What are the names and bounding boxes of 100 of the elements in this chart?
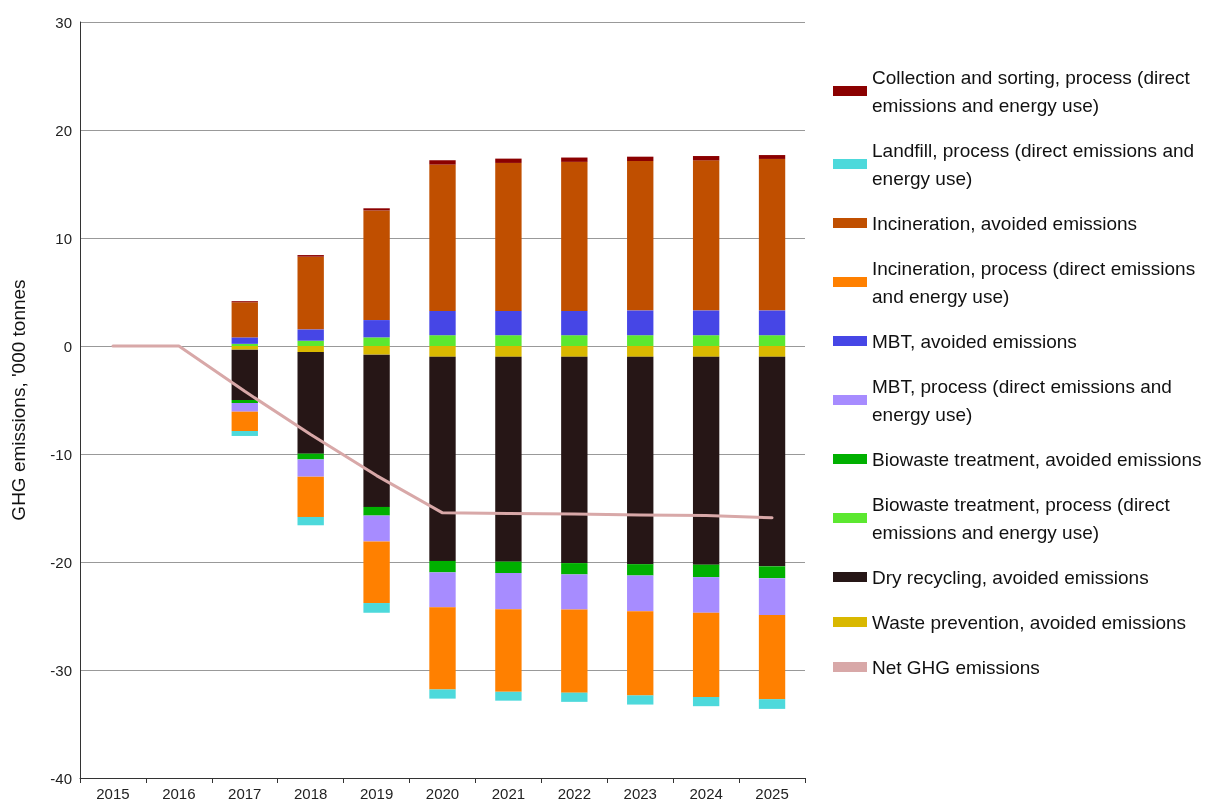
bar — [758, 155, 786, 159]
legend-label: MBT, process (direct emissions and energy use) — [872, 375, 1178, 425]
bar — [363, 506, 390, 516]
bar — [231, 302, 258, 338]
bar — [231, 411, 258, 431]
bar — [561, 157, 588, 162]
x-tick-label: 2025 — [755, 785, 789, 802]
bar — [363, 346, 390, 355]
line-series — [111, 344, 774, 520]
bar — [758, 699, 786, 709]
bar — [758, 356, 786, 567]
bar — [363, 337, 390, 346]
bar — [758, 310, 786, 336]
bar — [758, 566, 786, 579]
bar — [627, 564, 654, 576]
bar — [231, 400, 258, 404]
bar — [758, 335, 786, 346]
bar — [758, 578, 786, 615]
bar — [363, 320, 390, 338]
bar — [297, 346, 324, 353]
bar — [429, 164, 456, 311]
bar — [231, 349, 258, 400]
bar — [363, 603, 390, 613]
x-tick-label: 2020 — [425, 785, 460, 802]
bar — [627, 156, 654, 161]
bar — [297, 476, 324, 517]
bar — [561, 692, 588, 702]
x-tick-label: 2016 — [162, 785, 196, 802]
y-tick-label: 20 — [55, 121, 72, 139]
bar — [561, 563, 588, 575]
bar — [561, 161, 588, 311]
bar — [429, 310, 456, 336]
bar — [627, 161, 654, 311]
bar — [429, 572, 456, 608]
bar — [429, 560, 456, 573]
bar — [363, 354, 390, 507]
bar — [627, 611, 654, 696]
legend-label: Dry recycling, avoided emissions — [872, 566, 1149, 588]
bar — [758, 346, 786, 357]
bar — [692, 335, 720, 346]
bar — [363, 541, 390, 604]
y-tick-label: 30 — [55, 13, 72, 31]
bar — [627, 310, 654, 336]
bar — [692, 564, 720, 578]
bar — [495, 158, 522, 163]
y-tick-label: -40 — [50, 769, 72, 787]
y-tick-label: -20 — [50, 553, 72, 571]
bar — [561, 356, 588, 564]
x-tick-label: 2022 — [557, 785, 592, 802]
legend-label: Biowaste treatment, process (direct emissions and energy use) — [872, 493, 1176, 543]
bar — [627, 346, 654, 357]
bar — [495, 356, 522, 562]
bar — [231, 346, 258, 350]
legend-label: Incineration, process (direct emissions and energy use) — [872, 257, 1201, 307]
bar — [495, 609, 522, 692]
bar — [627, 356, 654, 565]
bar — [297, 340, 324, 346]
y-tick-label: -10 — [50, 445, 72, 463]
y-axis-title: GHG emissions, '000 tonnes — [8, 279, 29, 521]
bar — [231, 431, 258, 436]
bar — [495, 310, 522, 336]
x-tick-label: 2023 — [623, 785, 657, 802]
bar — [363, 210, 390, 321]
bar — [692, 156, 720, 161]
legend-label: MBT, avoided emissions — [872, 330, 1077, 352]
bar — [561, 310, 588, 336]
y-tick-label: -30 — [50, 661, 72, 679]
bar — [429, 160, 456, 165]
bar — [495, 346, 522, 357]
legend-label: Incineration, avoided emissions — [872, 212, 1138, 234]
bar — [495, 573, 522, 610]
bar — [495, 561, 522, 574]
y-tick-label: 10 — [55, 229, 72, 247]
bar — [627, 695, 654, 705]
bar — [363, 515, 390, 542]
bar — [561, 574, 588, 610]
bar — [561, 335, 588, 346]
bar — [627, 335, 654, 346]
bar — [692, 160, 720, 311]
bar — [692, 356, 720, 565]
bar — [692, 612, 720, 697]
bar — [363, 208, 390, 211]
bar — [429, 335, 456, 346]
bar — [297, 352, 324, 454]
y-tick-label: 0 — [63, 337, 72, 355]
bar — [561, 609, 588, 693]
bar — [495, 162, 522, 311]
x-tick-label: 2021 — [491, 785, 526, 802]
bar — [495, 335, 522, 346]
bar — [231, 337, 258, 344]
bar — [429, 689, 456, 699]
bar — [231, 403, 258, 412]
legend-label: Collection and sorting, process (direct emissions and energy use) — [872, 66, 1196, 116]
x-tick-label: 2015 — [96, 785, 130, 802]
bar — [297, 516, 324, 526]
bar — [692, 577, 720, 613]
legend-label: Net GHG emissions — [872, 656, 1040, 678]
bar — [297, 256, 324, 330]
bar — [429, 346, 456, 357]
legend-label: Biowaste treatment, avoided emissions — [872, 448, 1202, 470]
